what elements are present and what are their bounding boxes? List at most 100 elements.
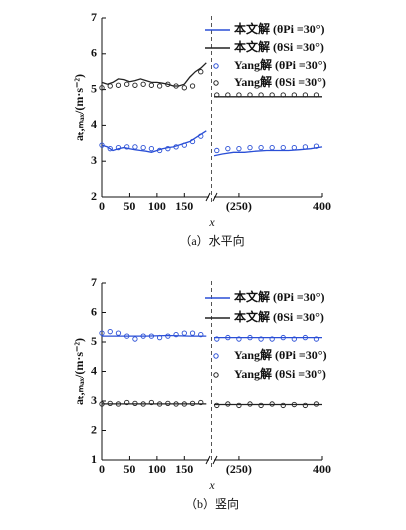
x-tick-label: 100 <box>148 199 166 213</box>
series-point <box>156 147 163 154</box>
y-tick-label: 6 <box>91 46 97 60</box>
series-point <box>189 83 196 89</box>
series-point <box>269 336 275 342</box>
series-point <box>313 143 320 149</box>
series-point <box>99 142 105 148</box>
series-point <box>107 329 113 335</box>
y-tick-label: 6 <box>91 304 97 318</box>
series-point <box>148 146 155 152</box>
series-point <box>124 399 130 406</box>
y-tick-label: 1 <box>91 452 97 466</box>
series-point <box>181 330 187 336</box>
series-point <box>291 336 297 342</box>
series-point <box>225 146 231 152</box>
series-point <box>156 83 163 89</box>
series-point <box>189 138 196 145</box>
series-point <box>313 401 320 407</box>
series-point <box>115 330 122 336</box>
series-point <box>225 92 231 98</box>
y-tick-label: 5 <box>91 81 97 95</box>
series-point <box>107 400 113 407</box>
series-point <box>115 144 122 151</box>
series-point <box>247 144 253 151</box>
x-tick-label: 150 <box>175 199 193 213</box>
y-tick-label: 5 <box>91 334 97 348</box>
y-tick-label: 3 <box>91 393 97 407</box>
series-point <box>258 144 264 151</box>
series-point <box>99 401 105 407</box>
caption: （a）水平向 <box>179 233 244 248</box>
series-point <box>132 400 138 407</box>
series-point <box>291 401 297 408</box>
x-tick-label: (250) <box>226 199 252 213</box>
series-point <box>236 146 242 152</box>
series-point <box>247 92 253 98</box>
x-tick-label: 50 <box>123 199 135 213</box>
series-point <box>247 401 253 407</box>
series-point <box>107 83 113 89</box>
x-axis-label: x <box>208 478 215 492</box>
series-point <box>313 92 320 98</box>
x-tick-label: 50 <box>123 462 135 476</box>
series-point <box>140 81 146 87</box>
series-point <box>115 82 122 88</box>
break-mark <box>205 455 211 465</box>
x-tick-label: 0 <box>99 462 105 476</box>
break-mark <box>212 192 218 202</box>
legend-label: 本文解 (θSi =30°) <box>234 39 324 54</box>
series-point <box>280 144 286 151</box>
legend-marker <box>213 80 219 86</box>
series-point <box>99 330 105 336</box>
series-point <box>280 334 286 341</box>
series-point <box>302 92 309 98</box>
break-mark <box>212 455 218 465</box>
legend-label: 本文解 (θSi =30°) <box>234 309 324 324</box>
y-tick-label: 7 <box>91 275 97 289</box>
series-point <box>302 334 309 341</box>
series-point <box>173 401 179 407</box>
series-point <box>165 333 171 339</box>
series-point <box>156 334 163 341</box>
legend-label: Yang解 (θSi =30°) <box>234 366 326 381</box>
x-axis-label: x <box>208 215 215 229</box>
series-point <box>189 330 196 336</box>
series-point <box>258 92 264 98</box>
legend-marker <box>213 353 219 359</box>
series-point <box>291 92 297 98</box>
y-tick-label: 7 <box>91 10 97 24</box>
series-point <box>181 85 187 91</box>
series-point <box>140 401 146 407</box>
series-point <box>236 336 242 342</box>
series-point <box>181 401 187 407</box>
series-point <box>165 146 171 152</box>
series-point <box>269 92 275 98</box>
caption: （b）竖向 <box>185 496 239 511</box>
break-mark <box>205 192 211 202</box>
legend-marker <box>213 372 219 378</box>
series-point <box>247 334 253 341</box>
series-point <box>280 92 286 98</box>
x-tick-label: 400 <box>313 199 331 213</box>
series-point <box>165 81 171 87</box>
y-tick-label: 2 <box>91 422 97 436</box>
series-point <box>214 336 220 342</box>
x-tick-label: 100 <box>148 462 166 476</box>
series-point <box>198 69 204 75</box>
series-point <box>124 81 130 87</box>
series-point <box>148 333 155 339</box>
y-tick-label: 3 <box>91 153 97 167</box>
series-point <box>302 402 309 409</box>
series-point <box>115 401 122 407</box>
series-point <box>132 336 138 342</box>
series-point <box>198 331 204 338</box>
legend-marker <box>213 63 219 69</box>
series-point <box>225 401 231 407</box>
series-point <box>107 146 113 152</box>
series-point <box>140 333 146 339</box>
x-tick-label: 400 <box>313 462 331 476</box>
series-point <box>173 144 179 150</box>
series-point <box>269 144 275 151</box>
legend-label: Yang解 (θPi =30°) <box>234 347 327 362</box>
series-point <box>269 401 275 407</box>
